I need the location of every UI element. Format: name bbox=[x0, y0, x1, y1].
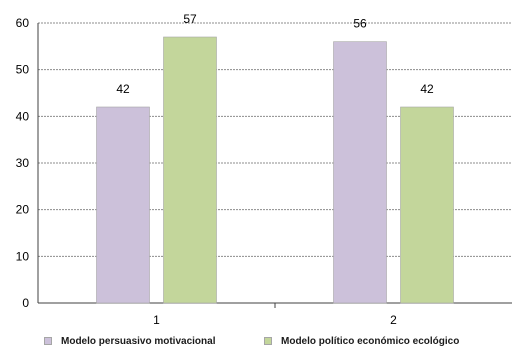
legend-label-series-2: Modelo político económico ecológico bbox=[281, 335, 460, 347]
bar-series-1-cat-2 bbox=[333, 41, 387, 304]
y-tick-label: 60 bbox=[16, 16, 30, 30]
y-tick-label: 0 bbox=[22, 296, 29, 310]
x-tick-label: 1 bbox=[153, 313, 160, 327]
legend-swatch-series-2 bbox=[264, 337, 272, 345]
data-label: 57 bbox=[183, 12, 197, 26]
y-tick-label: 40 bbox=[16, 109, 30, 123]
bars bbox=[96, 36, 454, 304]
y-tick-label: 50 bbox=[16, 63, 30, 77]
legend-item-series-2: Modelo político económico ecológico bbox=[264, 332, 459, 350]
y-tick-label: 30 bbox=[16, 156, 30, 170]
data-label: 56 bbox=[353, 17, 367, 31]
bar-series-2-cat-1 bbox=[163, 36, 217, 304]
legend: Modelo persuasivo motivacional Modelo po… bbox=[44, 332, 514, 350]
data-label: 42 bbox=[420, 82, 434, 96]
y-tick-label: 20 bbox=[16, 203, 30, 217]
legend-swatch-series-1 bbox=[44, 337, 52, 345]
legend-label-series-1: Modelo persuasivo motivacional bbox=[61, 335, 216, 347]
data-labels: 42 57 56 42 bbox=[116, 12, 434, 96]
bar-series-1-cat-1 bbox=[96, 106, 150, 304]
y-tick-label: 10 bbox=[16, 249, 30, 263]
y-axis-tick-labels: 0 10 20 30 40 50 60 bbox=[16, 16, 30, 310]
legend-item-series-1: Modelo persuasivo motivacional bbox=[44, 332, 215, 350]
data-label: 42 bbox=[116, 82, 130, 96]
x-tick-label: 2 bbox=[390, 313, 397, 327]
bar-series-2-cat-2 bbox=[400, 106, 454, 304]
